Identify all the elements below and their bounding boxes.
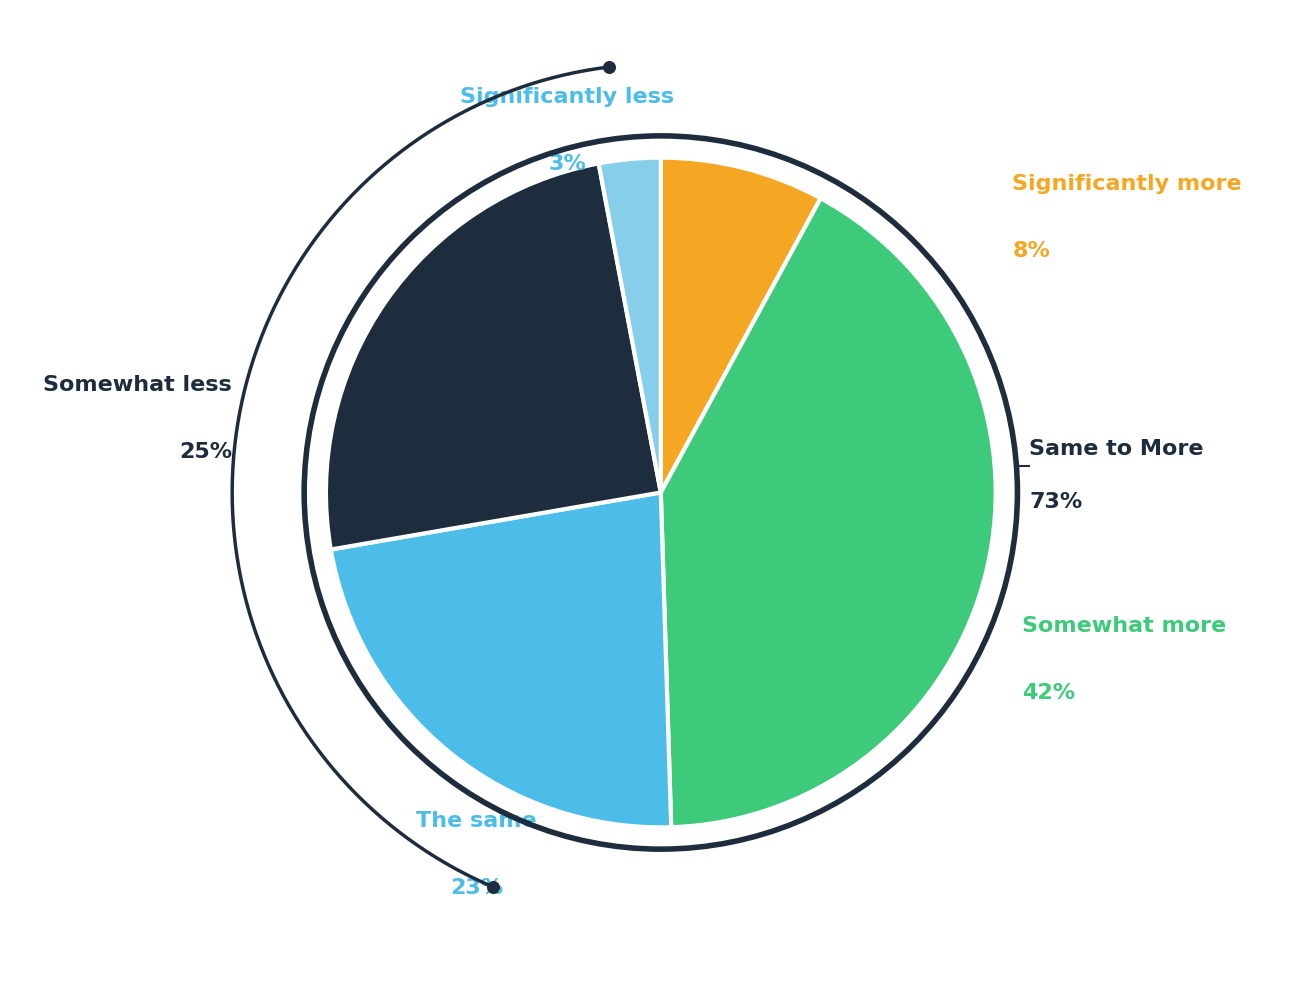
Point — [598, 59, 619, 75]
Text: Somewhat less: Somewhat less — [43, 375, 232, 395]
Text: 3%: 3% — [549, 155, 586, 174]
Wedge shape — [661, 158, 821, 492]
Wedge shape — [661, 198, 995, 827]
Text: 8%: 8% — [1012, 241, 1050, 261]
Wedge shape — [326, 164, 661, 550]
Text: 73%: 73% — [1029, 492, 1083, 512]
Text: Same to More: Same to More — [1029, 439, 1204, 459]
Text: 23%: 23% — [450, 878, 503, 897]
Text: Significantly less: Significantly less — [460, 88, 674, 107]
Point — [483, 880, 504, 895]
Text: 42%: 42% — [1023, 684, 1075, 703]
Text: Significantly more: Significantly more — [1012, 174, 1242, 194]
Wedge shape — [331, 492, 671, 827]
Text: The same: The same — [417, 811, 537, 830]
Text: 25%: 25% — [179, 442, 232, 462]
Text: Somewhat more: Somewhat more — [1023, 617, 1226, 636]
Wedge shape — [598, 158, 661, 492]
